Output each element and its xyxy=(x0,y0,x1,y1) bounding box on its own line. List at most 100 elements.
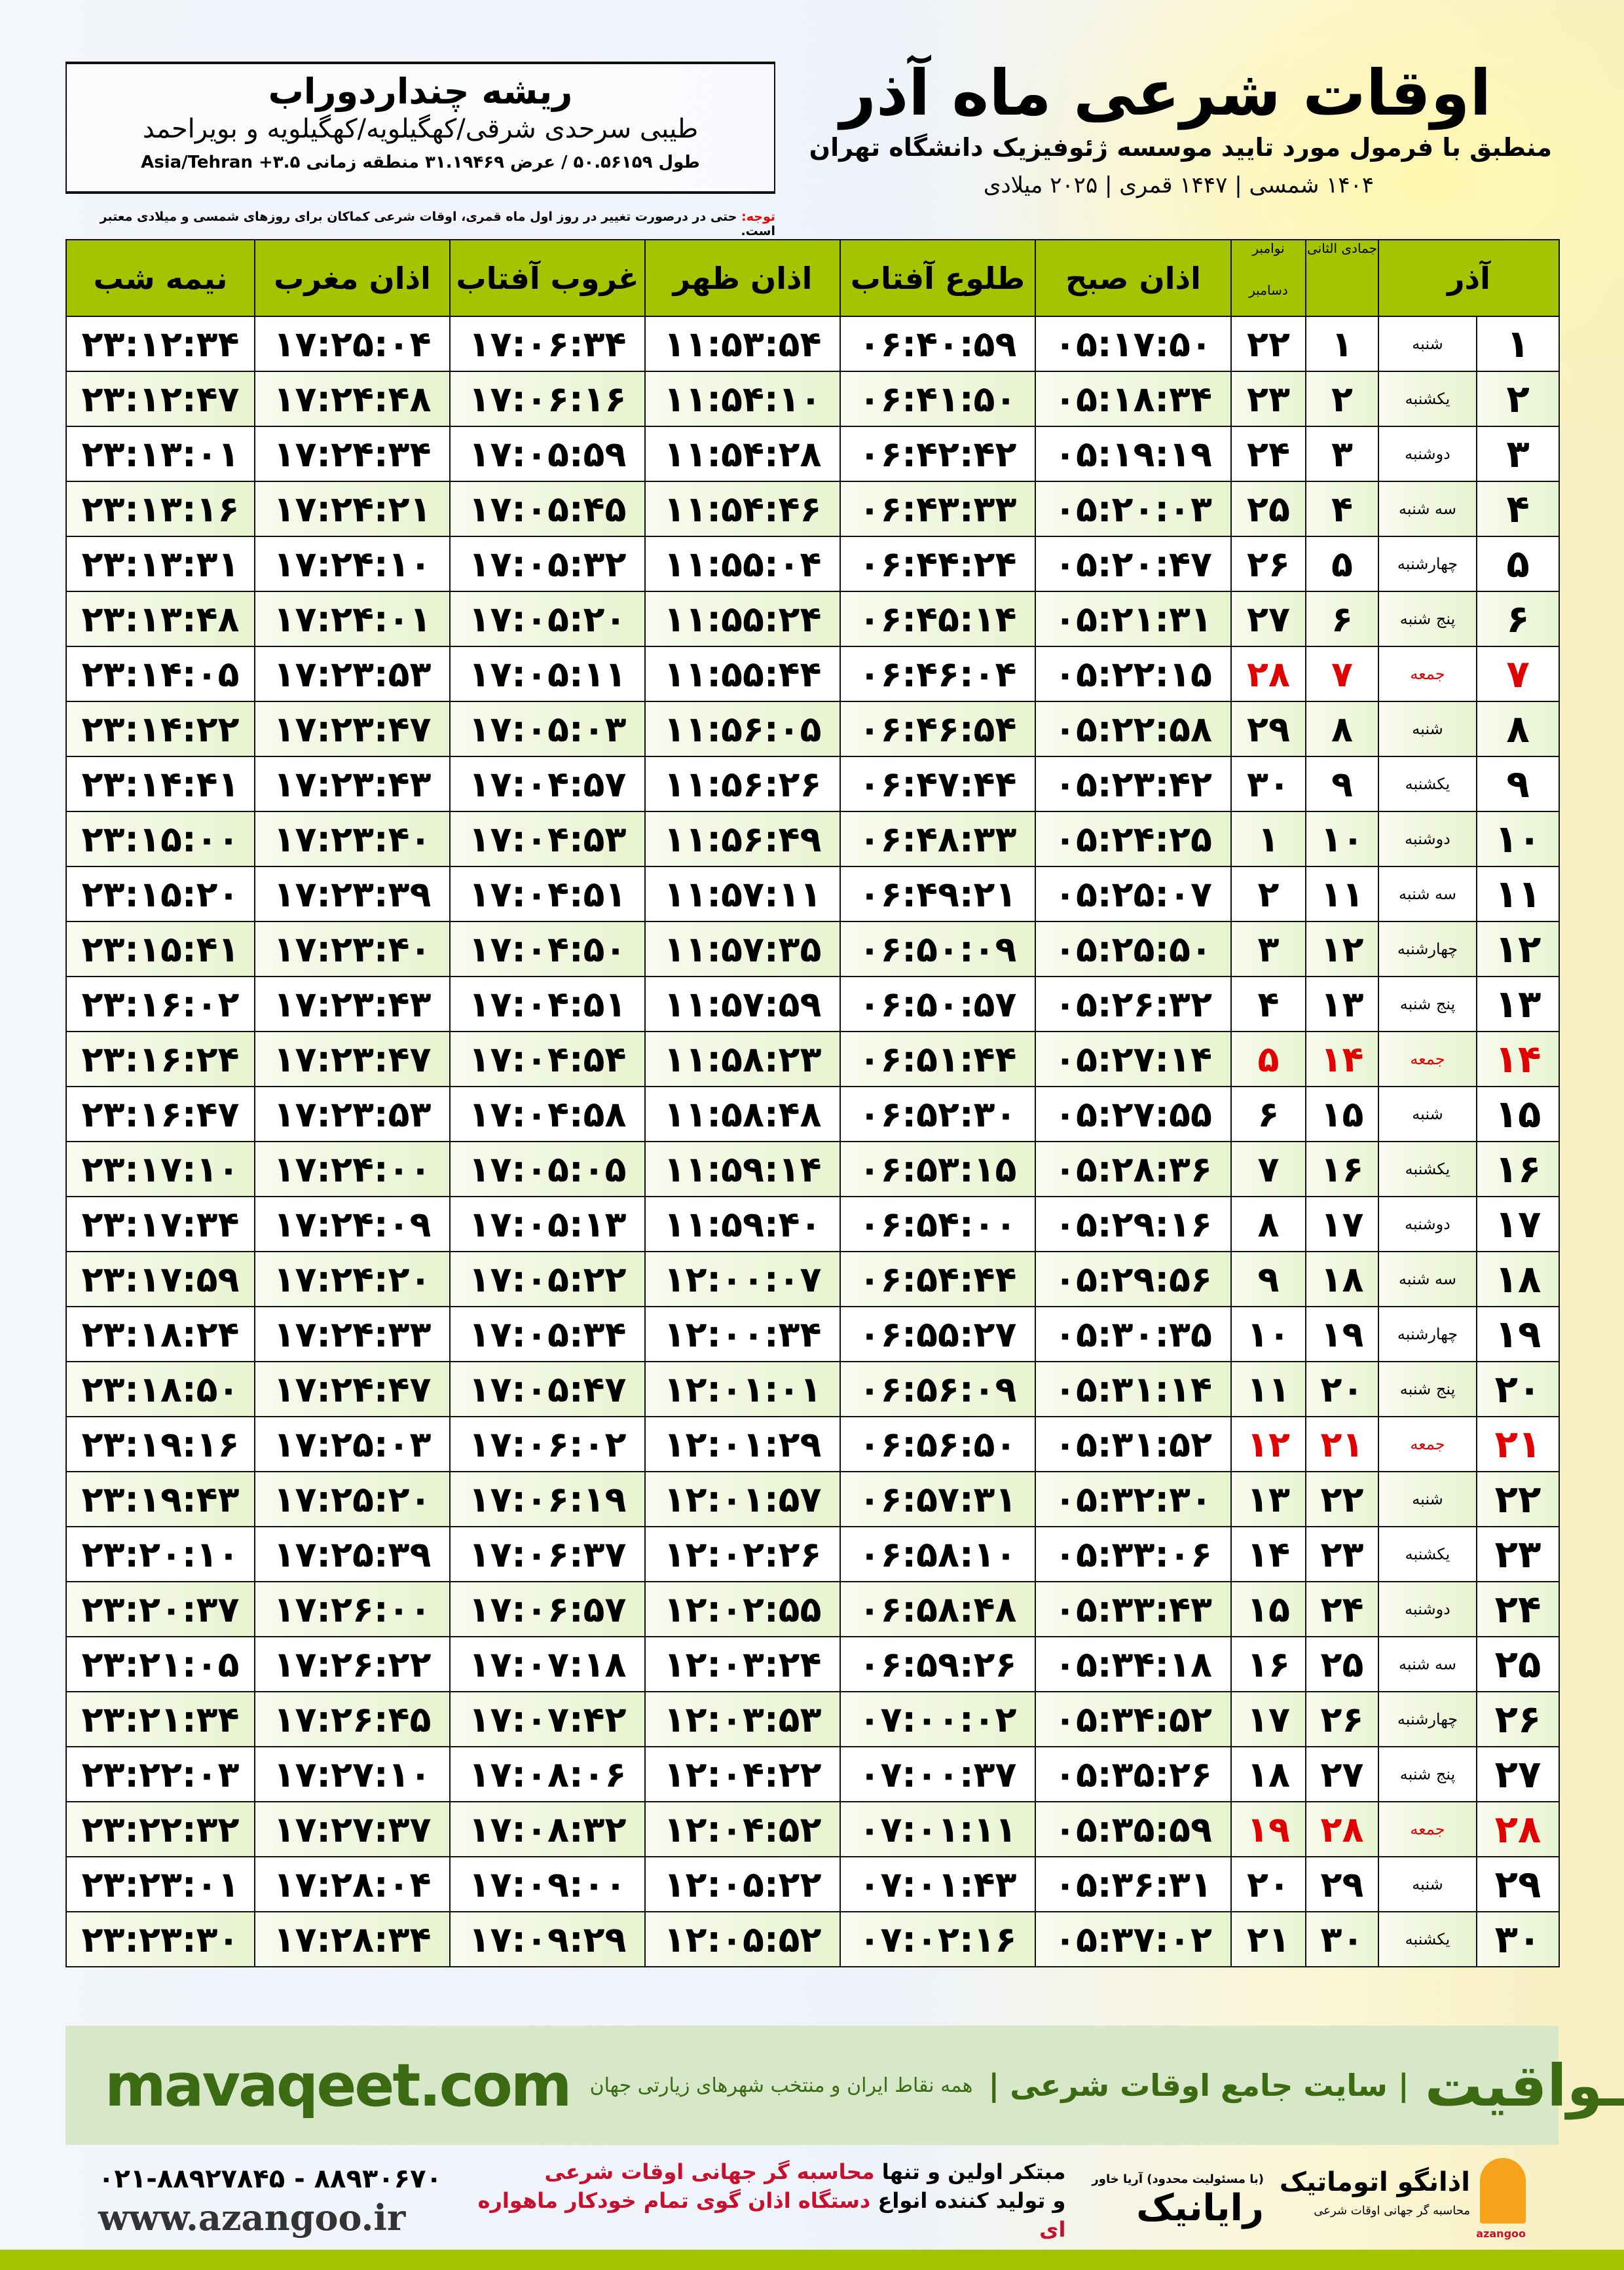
cell-fajr: ۰۵:۲۳:۴۲ xyxy=(1035,756,1232,812)
cell-gregorian-day: ۱۳ xyxy=(1230,1471,1306,1527)
cell-weekday: چهارشنبه xyxy=(1377,1691,1478,1747)
cell-azar-day: ۱۲ xyxy=(1476,921,1560,977)
cell-gregorian-day: ۸ xyxy=(1230,1196,1306,1252)
cell-azar-day: ۱۳ xyxy=(1476,976,1560,1032)
cell-maghrib: ۱۷:۲۳:۴۳ xyxy=(254,976,451,1032)
cell-fajr: ۰۵:۳۵:۵۹ xyxy=(1035,1801,1232,1857)
cell-sunrise: ۰۶:۵۶:۰۹ xyxy=(840,1361,1036,1417)
cell-azar-day: ۱۶ xyxy=(1476,1141,1560,1197)
cell-fajr: ۰۵:۲۴:۲۵ xyxy=(1035,811,1232,867)
promo-2b: دستگاه اذان گوی تمام خودکار ماهواره ای xyxy=(477,2188,1066,2242)
cell-dhuhr: ۱۲:۰۲:۲۶ xyxy=(644,1526,841,1582)
contact-info: ۰۲۱-۸۸۹۲۷۸۴۵ - ۸۸۹۳۰۶۷۰ www.azangoo.ir xyxy=(98,2162,442,2239)
cell-weekday: یکشنبه xyxy=(1377,371,1478,427)
table-row: ۱۷ دوشنبه ۱۷ ۸ ۰۵:۲۹:۱۶ ۰۶:۵۴:۰۰ ۱۱:۵۹:۴۰ ۱۷:۰۵… xyxy=(65,1196,1560,1252)
promo-1a: مبتکر اولین و تنها xyxy=(874,2159,1066,2184)
cell-maghrib: ۱۷:۲۶:۴۵ xyxy=(254,1691,451,1747)
cell-maghrib: ۱۷:۲۴:۴۷ xyxy=(254,1361,451,1417)
cell-midnight: ۲۳:۲۱:۰۵ xyxy=(65,1636,255,1692)
cell-gregorian-day: ۱۵ xyxy=(1230,1581,1306,1637)
cell-dhuhr: ۱۱:۵۴:۴۶ xyxy=(644,481,841,537)
col-gregorian-top: نوامبر xyxy=(1252,240,1285,256)
cell-weekday: چهارشنبه xyxy=(1377,536,1478,592)
cell-weekday: یکشنبه xyxy=(1377,756,1478,812)
table-row: ۲۵ سه شنبه ۲۵ ۱۶ ۰۵:۳۴:۱۸ ۰۶:۵۹:۲۶ ۱۲:۰۳:۲۴ ۱۷:… xyxy=(65,1636,1560,1692)
cell-hijri-day: ۵ xyxy=(1305,536,1379,592)
cell-midnight: ۲۳:۱۸:۲۴ xyxy=(65,1306,255,1362)
cell-gregorian-day: ۹ xyxy=(1230,1251,1306,1307)
table-row: ۱۵ شنبه ۱۵ ۶ ۰۵:۲۷:۵۵ ۰۶:۵۲:۳۰ ۱۱:۵۸:۴۸ ۱۷:۰۴:۵… xyxy=(65,1086,1560,1142)
cell-dhuhr: ۱۲:۰۵:۲۲ xyxy=(644,1856,841,1912)
raianik-logo: (با مسئولیت محدود) آریا خاور رایانیک xyxy=(1092,2172,1264,2229)
cell-weekday: پنج شنبه xyxy=(1377,591,1478,647)
col-fajr: اذان صبح xyxy=(1035,239,1232,317)
cell-maghrib: ۱۷:۲۷:۳۷ xyxy=(254,1801,451,1857)
cell-weekday: شنبه xyxy=(1377,316,1478,372)
cell-hijri-day: ۱۶ xyxy=(1305,1141,1379,1197)
cell-maghrib: ۱۷:۲۳:۴۳ xyxy=(254,756,451,812)
cell-weekday: سه شنبه xyxy=(1377,481,1478,537)
cell-sunrise: ۰۶:۴۸:۳۳ xyxy=(840,811,1036,867)
cell-dhuhr: ۱۱:۵۴:۱۰ xyxy=(644,371,841,427)
mosque-dome-icon xyxy=(1480,2158,1526,2223)
table-row: ۱۹ چهارشنبه ۱۹ ۱۰ ۰۵:۳۰:۳۵ ۰۶:۵۵:۲۷ ۱۲:۰۰:۳۴ ۱۷… xyxy=(65,1306,1560,1362)
cell-weekday: سه شنبه xyxy=(1377,1636,1478,1692)
table-row: ۳ دوشنبه ۳ ۲۴ ۰۵:۱۹:۱۹ ۰۶:۴۲:۴۲ ۱۱:۵۴:۲۸ ۱۷:۰۵:… xyxy=(65,426,1560,482)
cell-sunrise: ۰۶:۵۵:۲۷ xyxy=(840,1306,1036,1362)
cell-sunset: ۱۷:۰۷:۴۲ xyxy=(449,1691,646,1747)
cell-maghrib: ۱۷:۲۵:۰۳ xyxy=(254,1416,451,1472)
city-name: ریشه چنداردوراب xyxy=(268,71,573,112)
cell-sunrise: ۰۶:۵۹:۲۶ xyxy=(840,1636,1036,1692)
cell-dhuhr: ۱۱:۵۵:۰۴ xyxy=(644,536,841,592)
cell-gregorian-day: ۲۲ xyxy=(1230,316,1306,372)
cell-sunset: ۱۷:۰۵:۱۳ xyxy=(449,1196,646,1252)
cell-azar-day: ۱۰ xyxy=(1476,811,1560,867)
cell-gregorian-day: ۱۹ xyxy=(1230,1801,1306,1857)
page-subtitle: منطبق با فرمول مورد تایید موسسه ژئوفیزیک… xyxy=(809,133,1552,162)
cell-fajr: ۰۵:۱۹:۱۹ xyxy=(1035,426,1232,482)
cell-gregorian-day: ۱ xyxy=(1230,811,1306,867)
cell-dhuhr: ۱۱:۵۶:۴۹ xyxy=(644,811,841,867)
cell-gregorian-day: ۱۶ xyxy=(1230,1636,1306,1692)
cell-sunset: ۱۷:۰۴:۵۱ xyxy=(449,866,646,922)
cell-hijri-day: ۱۸ xyxy=(1305,1251,1379,1307)
cell-sunset: ۱۷:۰۶:۵۷ xyxy=(449,1581,646,1637)
cell-dhuhr: ۱۱:۵۳:۵۴ xyxy=(644,316,841,372)
cell-sunset: ۱۷:۰۵:۴۵ xyxy=(449,481,646,537)
cell-hijri-day: ۲۸ xyxy=(1305,1801,1379,1857)
cell-azar-day: ۲۰ xyxy=(1476,1361,1560,1417)
table-row: ۲۱ جمعه ۲۱ ۱۲ ۰۵:۳۱:۵۲ ۰۶:۵۶:۵۰ ۱۲:۰۱:۲۹ ۱۷:۰۶:… xyxy=(65,1416,1560,1472)
cell-hijri-day: ۱۵ xyxy=(1305,1086,1379,1142)
cell-hijri-day: ۱۷ xyxy=(1305,1196,1379,1252)
cell-maghrib: ۱۷:۲۶:۰۰ xyxy=(254,1581,451,1637)
cell-hijri-day: ۲۹ xyxy=(1305,1856,1379,1912)
cell-weekday: جمعه xyxy=(1377,1801,1478,1857)
cell-sunset: ۱۷:۰۶:۳۷ xyxy=(449,1526,646,1582)
cell-fajr: ۰۵:۲۹:۵۶ xyxy=(1035,1251,1232,1307)
header: اوقات شرعی ماه آذر منطبق با فرمول مورد ت… xyxy=(805,55,1552,200)
cell-weekday: چهارشنبه xyxy=(1377,921,1478,977)
cell-maghrib: ۱۷:۲۴:۲۱ xyxy=(254,481,451,537)
cell-sunrise: ۰۶:۴۲:۴۲ xyxy=(840,426,1036,482)
cell-maghrib: ۱۷:۲۵:۳۹ xyxy=(254,1526,451,1582)
cell-hijri-day: ۳۰ xyxy=(1305,1911,1379,1967)
cell-azar-day: ۱۷ xyxy=(1476,1196,1560,1252)
cell-hijri-day: ۶ xyxy=(1305,591,1379,647)
promo-2a: و تولید کننده انواع xyxy=(870,2188,1066,2213)
cell-midnight: ۲۳:۱۵:۲۰ xyxy=(65,866,255,922)
cell-sunrise: ۰۶:۴۶:۰۴ xyxy=(840,646,1036,702)
site-url[interactable]: mavaqeet.com xyxy=(105,2051,572,2120)
cell-weekday: شنبه xyxy=(1377,1086,1478,1142)
cell-midnight: ۲۳:۲۰:۳۷ xyxy=(65,1581,255,1637)
cell-dhuhr: ۱۲:۰۱:۲۹ xyxy=(644,1416,841,1472)
logos: اذانگو اتوماتیک محاسبه گر جهانی اوقات شر… xyxy=(1092,2158,1526,2243)
note-text: حتی در درصورت تغییر در روز اول ماه قمری،… xyxy=(100,210,775,238)
cell-gregorian-day: ۴ xyxy=(1230,976,1306,1032)
azangoo-url[interactable]: www.azangoo.ir xyxy=(98,2197,406,2239)
cell-maghrib: ۱۷:۲۴:۰۱ xyxy=(254,591,451,647)
cell-hijri-day: ۴ xyxy=(1305,481,1379,537)
cell-azar-day: ۴ xyxy=(1476,481,1560,537)
cell-weekday: جمعه xyxy=(1377,1031,1478,1087)
table-row: ۲ یکشنبه ۲ ۲۳ ۰۵:۱۸:۳۴ ۰۶:۴۱:۵۰ ۱۱:۵۴:۱۰ ۱۷:۰۶:… xyxy=(65,371,1560,427)
cell-maghrib: ۱۷:۲۳:۵۳ xyxy=(254,1086,451,1142)
